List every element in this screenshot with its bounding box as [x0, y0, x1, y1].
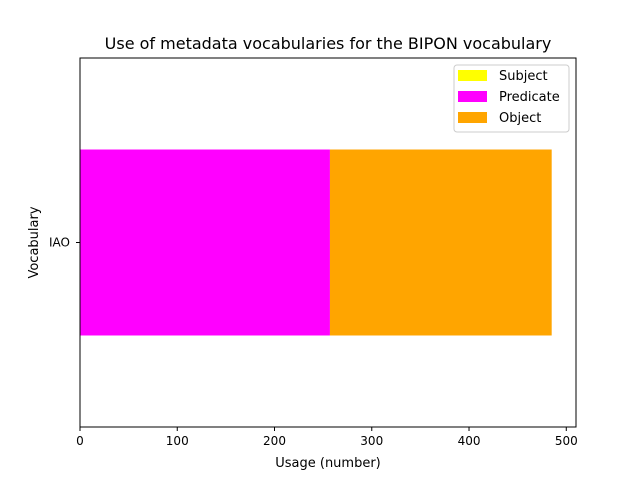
legend-swatch-subject [458, 70, 487, 81]
legend-swatch-predicate [458, 91, 487, 102]
x-tick-label: 500 [555, 434, 578, 448]
x-tick-label: 300 [360, 434, 383, 448]
y-axis-label: Vocabulary [27, 206, 42, 278]
legend-label-subject: Subject [499, 69, 548, 84]
x-tick-label: 100 [166, 434, 189, 448]
x-tick-label: 200 [263, 434, 286, 448]
plot-frame [79, 57, 577, 428]
bars [80, 149, 552, 336]
legend-label-predicate: Predicate [499, 90, 560, 105]
x-tick-label: 400 [458, 434, 481, 448]
y-tick-label: IAO [49, 236, 70, 250]
x-axis-label: Usage (number) [275, 456, 381, 471]
x-axis-ticks: 0 100 200 300 400 500 [76, 427, 578, 448]
legend: Subject Predicate Object [453, 64, 570, 133]
bar-object-iao [329, 149, 552, 336]
x-tick-label: 0 [76, 434, 84, 448]
legend-items: Subject Predicate Object [458, 69, 560, 126]
bar-predicate-iao [80, 149, 330, 336]
legend-label-object: Object [499, 111, 541, 126]
chart-title: Use of metadata vocabularies for the BIP… [105, 34, 552, 53]
legend-swatch-object [458, 112, 487, 123]
y-axis-ticks: IAO [49, 236, 80, 250]
